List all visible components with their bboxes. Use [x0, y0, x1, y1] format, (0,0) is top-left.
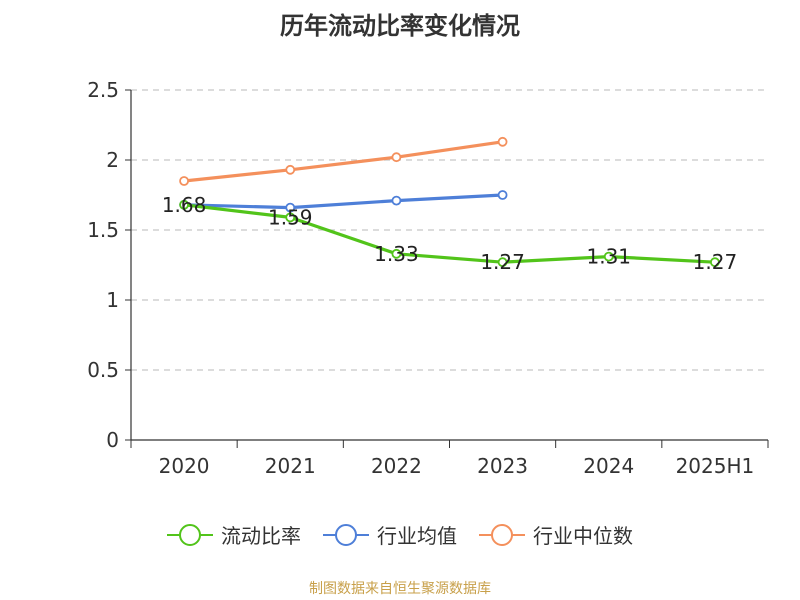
- series-line-2: [183, 140, 503, 183]
- x-tick-label: 2020: [159, 454, 210, 478]
- data-point: [603, 251, 614, 262]
- data-point: [497, 190, 508, 200]
- x-tick-label: 2025H1: [676, 454, 755, 478]
- data-label: 1.27: [693, 250, 738, 274]
- data-point: [391, 152, 402, 163]
- legend-label: 流动比率: [221, 524, 301, 548]
- y-tick-label: 2.5: [87, 78, 119, 102]
- y-tick-label: 1.5: [87, 218, 119, 242]
- legend-item-industry-mean[interactable]: 行业均值: [323, 520, 457, 549]
- source-note: 制图数据来自恒生聚源数据库: [309, 581, 491, 597]
- legend-label: 行业中位数: [533, 524, 633, 548]
- data-label: 1.68: [162, 193, 207, 217]
- data-label: 1.31: [586, 245, 631, 269]
- data-point: [285, 212, 296, 223]
- x-tick-label: 2022: [371, 454, 422, 478]
- data-point: [391, 195, 402, 206]
- x-tick-label: 2023: [477, 454, 528, 478]
- data-label: 1.59: [268, 205, 313, 229]
- data-point: [710, 257, 720, 268]
- data-label: 1.27: [480, 250, 525, 274]
- legend-label: 行业均值: [377, 524, 457, 548]
- data-point: [497, 257, 508, 268]
- y-tick-label: 2: [106, 148, 119, 172]
- data-point: [391, 248, 402, 259]
- series-line-0: [183, 203, 716, 264]
- series-line-1: [184, 193, 503, 210]
- legend: 流动比率 行业均值 行业中位数: [0, 520, 800, 549]
- legend-swatch-industry-median: [479, 523, 525, 546]
- y-tick-label: 1: [106, 288, 119, 312]
- data-point: [285, 164, 296, 175]
- y-tick-label: 0.5: [87, 358, 119, 382]
- x-tick-label: 2024: [583, 454, 634, 478]
- chart-title: 历年流动比率变化情况: [280, 12, 520, 40]
- legend-swatch-current-ratio: [167, 523, 213, 546]
- data-point: [179, 199, 189, 210]
- data-point: [285, 202, 296, 213]
- x-tick-label: 2021: [265, 454, 316, 478]
- legend-item-current-ratio[interactable]: 流动比率: [167, 520, 301, 549]
- data-point: [179, 176, 189, 186]
- legend-swatch-industry-mean: [323, 523, 369, 546]
- y-tick-label: 0: [106, 428, 119, 452]
- legend-item-industry-median[interactable]: 行业中位数: [479, 520, 633, 549]
- data-point: [497, 136, 508, 147]
- data-label: 1.33: [374, 242, 419, 266]
